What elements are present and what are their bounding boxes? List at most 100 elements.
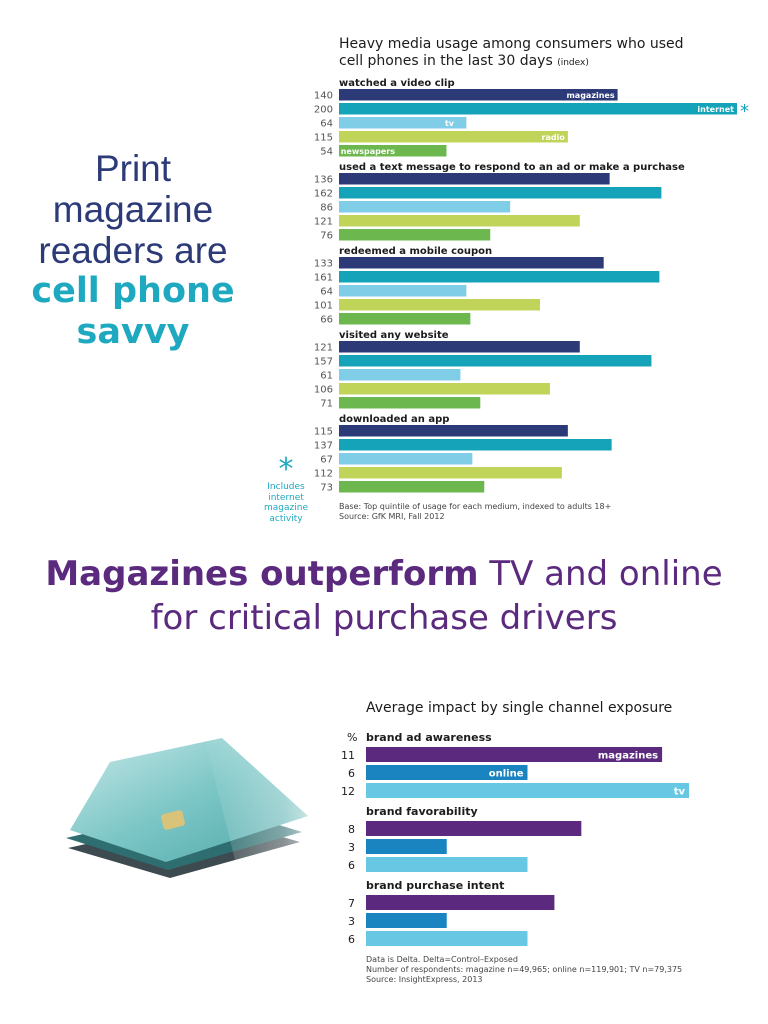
chart2-group-label: brand purchase intent	[366, 879, 504, 892]
chart2-source: Data is Delta. Delta=Control–Exposed Num…	[366, 955, 682, 985]
chart1-source: Base: Top quintile of usage for each med…	[339, 502, 611, 522]
note-line-1: Includes	[258, 482, 314, 493]
chart1-bar	[339, 369, 460, 381]
chart2-value-label: 12	[341, 785, 355, 798]
chart1-bar	[339, 201, 510, 213]
chart1-value-label: 64	[320, 119, 333, 130]
chart2-value-label: 11	[341, 749, 355, 762]
chart2-respondents-note: Number of respondents: magazine n=49,965…	[366, 965, 682, 975]
chart1-value-label: 101	[314, 301, 333, 312]
chart1-value-label: 66	[320, 315, 333, 326]
chart1-series-label: newspapers	[341, 147, 395, 156]
chart1-bar	[339, 425, 568, 437]
chart1-bar	[339, 103, 737, 115]
chart2-bar	[366, 895, 554, 910]
chart1-series-label: tv	[445, 119, 455, 128]
chart2-value-label: 7	[348, 897, 355, 910]
chart1-value-label: 121	[314, 343, 333, 354]
chart1-bar	[339, 285, 466, 297]
chart1-bar	[339, 131, 568, 143]
chart1-group-label: used a text message to respond to an ad …	[339, 162, 685, 173]
chart1-value-label: 140	[314, 91, 333, 102]
chart1-group-label: watched a video clip	[339, 78, 455, 89]
chart2-bar	[366, 783, 689, 798]
section2-title-rest: TV and online	[479, 554, 723, 594]
chart1-value-label: 121	[314, 217, 333, 228]
note-line-4: activity	[258, 514, 314, 525]
chart1-group-label: downloaded an app	[339, 414, 449, 425]
chart1-value-label: 64	[320, 287, 333, 298]
chart1-svg: watched a video clip 140 magazines 200 inter…	[0, 0, 768, 520]
chart1-value-label: 162	[314, 189, 333, 200]
chart2-unit-label: %	[347, 731, 357, 744]
chart1-group-label: visited any website	[339, 330, 449, 341]
chart1-bar	[339, 355, 651, 367]
chart1-value-label: 157	[314, 357, 333, 368]
chart2-value-label: 6	[348, 767, 355, 780]
chart1-value-label: 76	[320, 231, 333, 242]
chart2-group-label: brand favorability	[366, 805, 478, 818]
chart1-series-label: internet	[697, 105, 734, 114]
chart1-value-label: 136	[314, 175, 333, 186]
chart2-value-label: 3	[348, 841, 355, 854]
chart1-bar	[339, 341, 580, 353]
chart1-series-label: magazines	[566, 91, 614, 100]
chart1-bar	[339, 467, 562, 479]
section2-title: Magazines outperform TV and online for c…	[0, 552, 768, 640]
chart2-value-label: 8	[348, 823, 355, 836]
chart1-value-label: 115	[314, 427, 333, 438]
section2-title-bold: Magazines outperform	[45, 554, 478, 594]
chart1-bar	[339, 439, 612, 451]
chart2-value-label: 6	[348, 859, 355, 872]
chart2-series-label: magazines	[598, 751, 658, 762]
chart2-source-note: Source: InsightExpress, 2013	[366, 975, 682, 985]
chart1-value-label: 137	[314, 441, 333, 452]
chart2-bar	[366, 857, 528, 872]
chart2-data-note: Data is Delta. Delta=Control–Exposed	[366, 955, 682, 965]
chart1-internet-asterisk: *	[740, 101, 749, 122]
chart1-bar	[339, 453, 472, 465]
chart1-bar	[339, 187, 661, 199]
chart1-value-label: 73	[320, 483, 333, 494]
chart2-value-label: 3	[348, 915, 355, 928]
chart1-value-label: 200	[314, 105, 333, 116]
chart1-series-label: radio	[542, 133, 566, 142]
chart2-bar	[366, 913, 447, 928]
chart1-base-note: Base: Top quintile of usage for each med…	[339, 502, 611, 512]
chart2-series-label: tv	[674, 787, 686, 798]
chart1-bar	[339, 299, 540, 311]
chart1-value-label: 54	[320, 147, 333, 158]
chart1-bar	[339, 271, 659, 283]
chart2-series-label: online	[489, 769, 524, 780]
chart1-value-label: 133	[314, 259, 333, 270]
chart2-group-label: brand ad awareness	[366, 731, 492, 744]
chart1-value-label: 112	[314, 469, 333, 480]
chart1-bar	[339, 257, 604, 269]
chart2-bar	[366, 821, 581, 836]
chart2-bar	[366, 931, 528, 946]
note-line-2: internet	[258, 493, 314, 504]
chart1-bar	[339, 229, 490, 241]
chart1-value-label: 71	[320, 399, 333, 410]
chart1-bar	[339, 397, 480, 409]
note-line-3: magazine	[258, 503, 314, 514]
section2-title-line2: for critical purchase drivers	[0, 596, 768, 640]
chart2-value-label: 6	[348, 933, 355, 946]
chart1-value-label: 106	[314, 385, 333, 396]
chart1-value-label: 161	[314, 273, 333, 284]
chart1-bar	[339, 481, 484, 493]
chart1-bar	[339, 215, 580, 227]
chart1-value-label: 67	[320, 455, 333, 466]
chart1-value-label: 86	[320, 203, 333, 214]
asterisk-icon: *	[258, 458, 314, 482]
chart2-bar	[366, 839, 447, 854]
chart1-bar	[339, 173, 610, 185]
chart2-title: Average impact by single channel exposur…	[366, 700, 672, 716]
chart2-svg: % brand ad awareness 11 magazines 6 online 12 t…	[0, 725, 768, 955]
chart1-group-label: redeemed a mobile coupon	[339, 246, 492, 257]
chart1-bar	[339, 313, 470, 325]
chart1-value-label: 115	[314, 133, 333, 144]
chart1-value-label: 61	[320, 371, 333, 382]
chart1-bar	[339, 383, 550, 395]
chart1-source-note: Source: GfK MRI, Fall 2012	[339, 512, 611, 522]
